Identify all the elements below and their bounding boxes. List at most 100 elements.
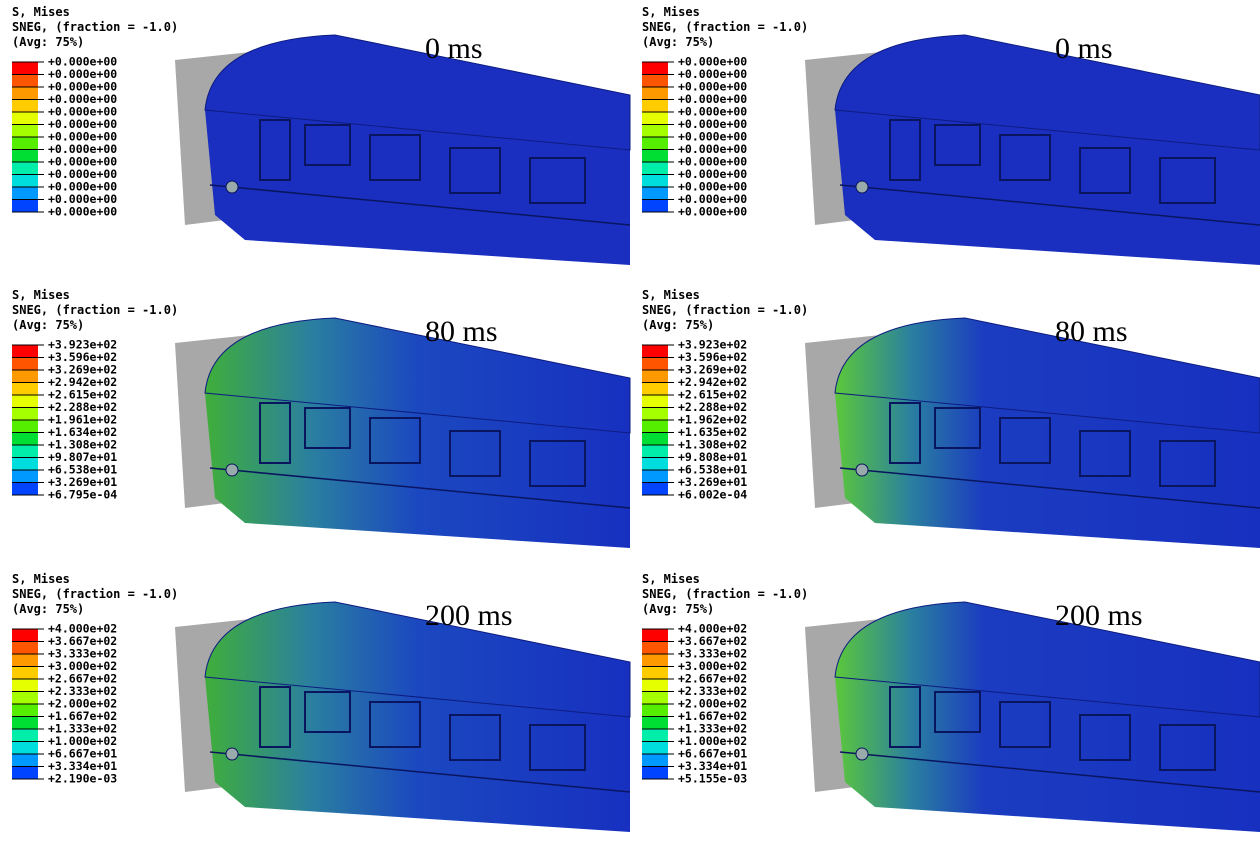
legend-swatch <box>642 691 668 704</box>
legend-label: +6.667e+01 <box>678 747 747 761</box>
legend-label: +1.333e+02 <box>48 722 117 736</box>
car-lamp <box>855 747 869 761</box>
legend-swatch <box>642 445 668 458</box>
legend-label: +0.000e+00 <box>48 55 117 69</box>
legend-label: +2.615e+02 <box>48 388 117 402</box>
legend-swatch <box>12 629 38 642</box>
legend-swatch <box>12 395 38 408</box>
legend-header: (Avg: 75%) <box>12 35 84 49</box>
legend-swatch <box>12 729 38 742</box>
legend-label: +6.538e+01 <box>678 463 747 477</box>
legend-label: +0.000e+00 <box>678 167 747 181</box>
legend-swatch <box>642 482 668 495</box>
legend-label: +0.000e+00 <box>48 180 117 194</box>
legend-label: +3.000e+02 <box>48 659 117 673</box>
legend-swatch <box>12 704 38 717</box>
legend-label: +0.000e+00 <box>48 192 117 206</box>
window <box>369 417 421 464</box>
legend-label: +0.000e+00 <box>678 180 747 194</box>
legend-label: +6.538e+01 <box>48 463 117 477</box>
legend-swatch <box>642 407 668 420</box>
legend-swatch <box>12 382 38 395</box>
legend-label: +1.962e+02 <box>678 413 747 427</box>
legend-header: SNEG, (fraction = -1.0) <box>642 587 808 601</box>
legend-label: +2.288e+02 <box>678 400 747 414</box>
car-beltline <box>839 184 1260 226</box>
legend-label: +2.667e+02 <box>678 672 747 686</box>
legend-swatch <box>642 137 668 150</box>
car-side <box>835 393 1260 548</box>
window <box>369 134 421 181</box>
legend-swatch <box>12 641 38 654</box>
legend-label: +3.334e+01 <box>48 759 117 773</box>
legend-swatch <box>12 357 38 370</box>
time-label: 80 ms <box>1055 315 1128 348</box>
window <box>529 440 586 487</box>
legend-swatch <box>12 345 38 358</box>
legend-label: +2.000e+02 <box>678 697 747 711</box>
car-side <box>205 110 630 265</box>
legend-header: (Avg: 75%) <box>642 318 714 332</box>
window <box>1159 440 1216 487</box>
legend-swatch <box>642 370 668 383</box>
legend-swatch <box>12 432 38 445</box>
legend-swatch <box>12 420 38 433</box>
legend-swatch <box>12 666 38 679</box>
legend-label: +1.635e+02 <box>678 425 747 439</box>
legend-swatch <box>642 754 668 767</box>
window <box>999 701 1051 748</box>
legend-swatch <box>12 679 38 692</box>
legend-label: +2.942e+02 <box>678 375 747 389</box>
legend-swatch <box>12 741 38 754</box>
window <box>449 714 501 761</box>
legend-label: +0.000e+00 <box>48 205 117 219</box>
legend-swatch <box>642 666 668 679</box>
legend-swatch <box>12 62 38 75</box>
car-beltline <box>209 751 631 793</box>
window <box>1079 147 1131 194</box>
legend-label: +1.308e+02 <box>48 438 117 452</box>
window <box>304 691 351 733</box>
legend-swatch <box>12 691 38 704</box>
legend-label: +3.269e+02 <box>678 363 747 377</box>
legend-swatch <box>642 704 668 717</box>
legend-swatch <box>642 716 668 729</box>
legend-label: +9.807e+01 <box>48 450 117 464</box>
legend-label: +5.155e-03 <box>678 772 747 786</box>
legend-swatch <box>12 137 38 150</box>
legend-label: +0.000e+00 <box>48 142 117 156</box>
legend-swatch <box>642 729 668 742</box>
car-beltline <box>209 467 631 509</box>
legend-swatch <box>642 766 668 779</box>
legend-swatch <box>642 629 668 642</box>
legend-swatch <box>642 432 668 445</box>
car-side <box>835 677 1260 832</box>
window <box>259 686 291 748</box>
legend-swatch <box>12 654 38 667</box>
legend-label: +6.002e-04 <box>678 488 747 502</box>
car-roof <box>834 34 1260 151</box>
legend-header: (Avg: 75%) <box>642 602 714 616</box>
window <box>304 124 351 166</box>
window <box>934 124 981 166</box>
window <box>1079 430 1131 477</box>
legend-label: +2.333e+02 <box>678 684 747 698</box>
legend-label: +0.000e+00 <box>48 92 117 106</box>
time-label: 0 ms <box>1055 32 1113 65</box>
legend-header: SNEG, (fraction = -1.0) <box>12 587 178 601</box>
legend-label: +0.000e+00 <box>678 55 747 69</box>
car-beltline <box>839 751 1260 793</box>
car-lamp <box>855 180 869 194</box>
legend-swatch <box>12 149 38 162</box>
legend-label: +2.667e+02 <box>48 672 117 686</box>
window <box>999 417 1051 464</box>
window <box>889 402 921 464</box>
legend-label: +4.000e+02 <box>48 622 117 636</box>
legend-label: +0.000e+00 <box>48 167 117 181</box>
legend-label: +0.000e+00 <box>678 92 747 106</box>
legend-header: S, Mises <box>642 5 700 19</box>
legend-label: +3.596e+02 <box>678 350 747 364</box>
